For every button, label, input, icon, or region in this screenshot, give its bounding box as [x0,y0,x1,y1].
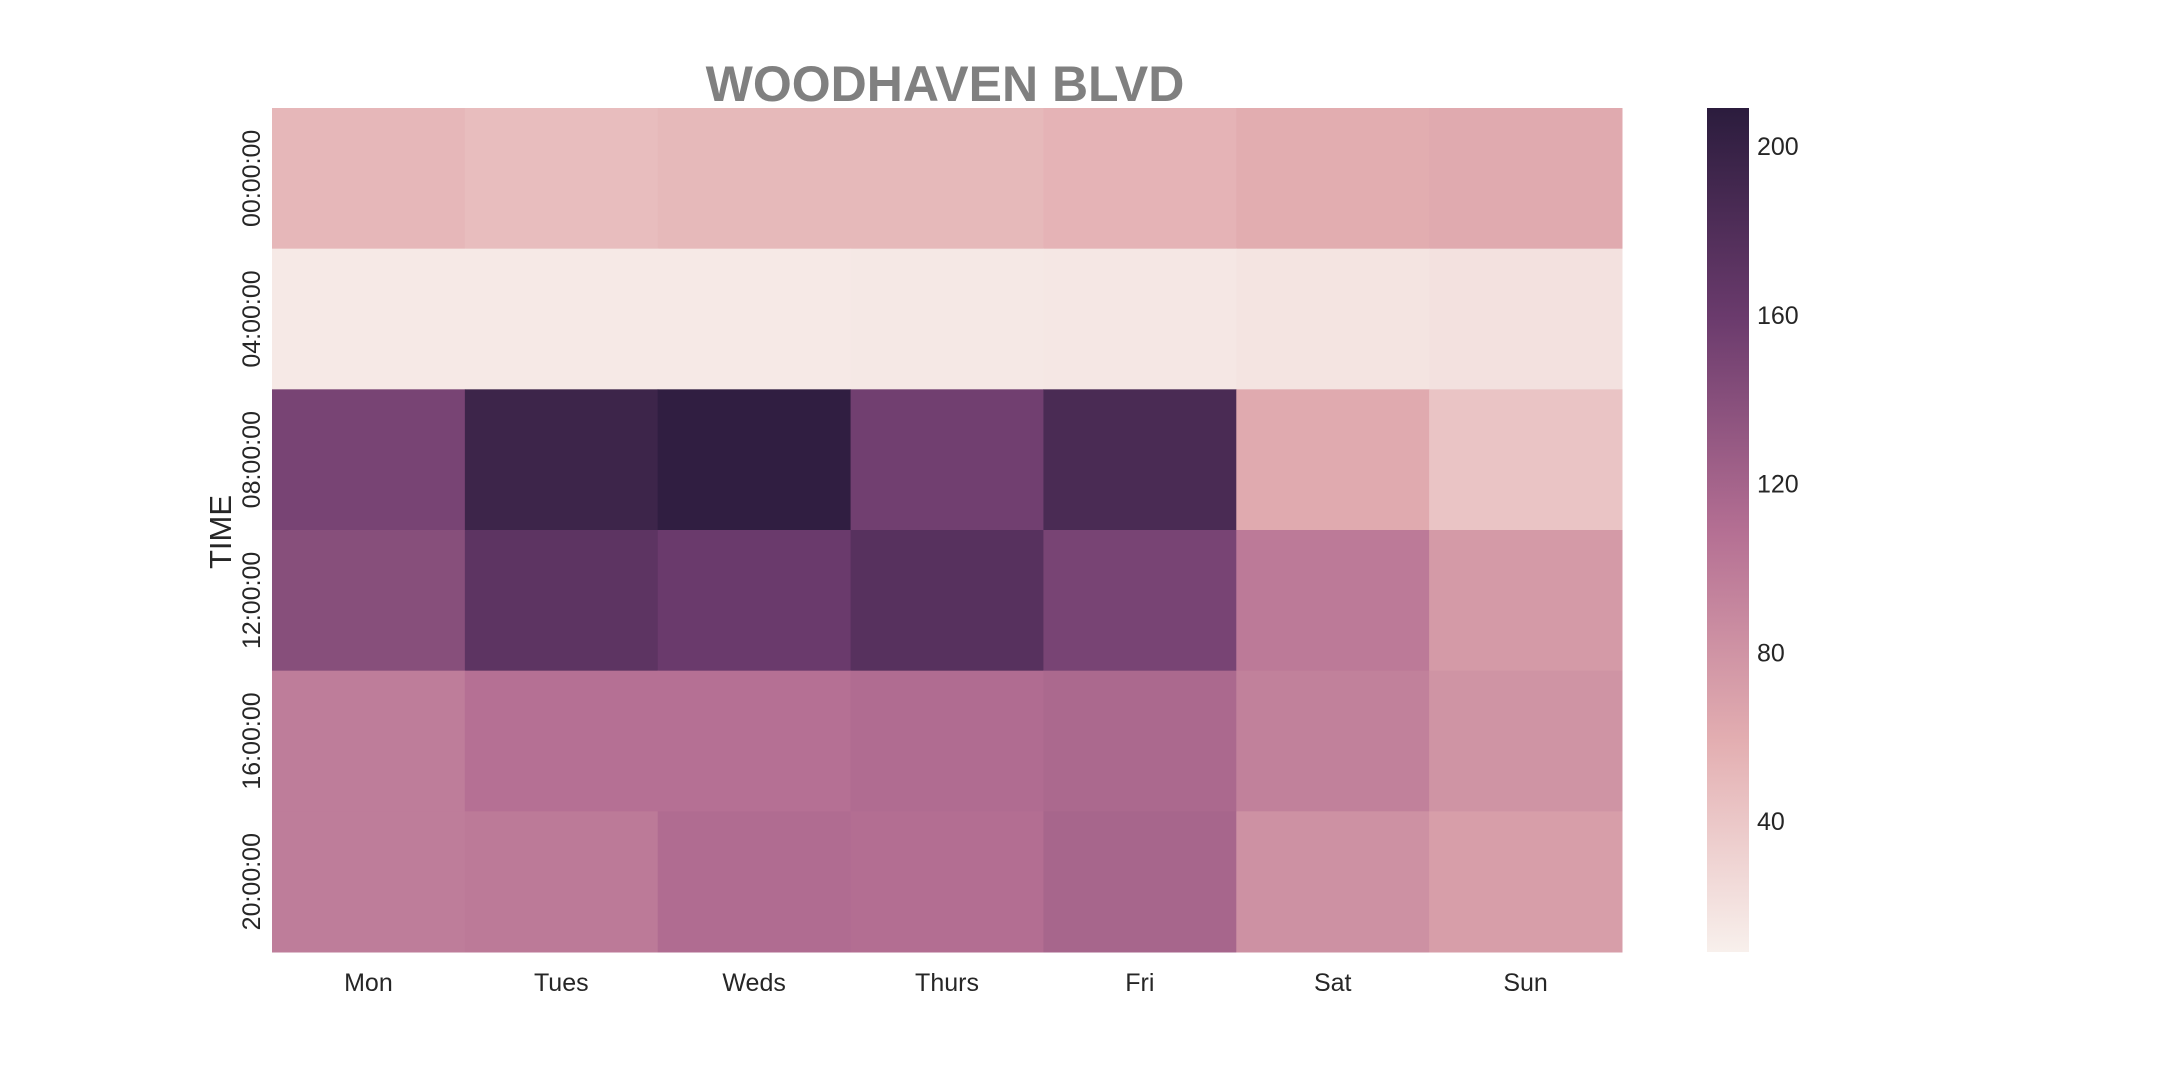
heatmap-cell-160000-thurs [850,670,1044,812]
x-tick-labels: Mon Tues Weds Thurs Fri Sat Sun [344,969,1548,997]
heatmap-cell-040000-tues [464,248,659,390]
heatmap-cell-080000-thurs [850,389,1044,531]
heatmap-cell-120000-tues [464,530,659,672]
heatmap-cell-040000-sat [1236,248,1430,390]
heatmap-cell-080000-sun [1429,389,1623,531]
y-tick-120000: 12:00:00 [238,552,266,649]
colorbar-tick-40: 40 [1757,808,1785,836]
heatmap-cell-040000-sun [1429,248,1623,390]
colorbar-tick-120: 120 [1757,471,1799,499]
heatmap-cell-000000-thurs [850,108,1044,250]
x-tick-mon: Mon [344,969,393,997]
y-tick-080000: 08:00:00 [238,411,266,508]
heatmap-cell-080000-fri [1043,389,1237,531]
heatmap-cell-000000-sat [1236,108,1430,250]
y-tick-000000: 00:00:00 [238,130,266,227]
heatmap-cell-040000-weds [657,248,852,390]
heatmap-cell-200000-sat [1236,811,1430,953]
heatmap-cell-160000-mon [272,670,466,812]
heatmap-cell-080000-mon [272,389,466,531]
heatmap-cell-200000-mon [272,811,466,953]
heatmap-cell-200000-thurs [850,811,1044,953]
x-tick-weds: Weds [722,969,785,997]
heatmap-cell-200000-fri [1043,811,1237,953]
heatmap-cell-160000-sun [1429,670,1623,812]
heatmap-cell-000000-sun [1429,108,1623,250]
heatmap-cell-160000-fri [1043,670,1237,812]
x-tick-tues: Tues [534,969,589,997]
colorbar-gradient [1707,108,1749,952]
heatmap-cell-120000-fri [1043,530,1237,672]
heatmap-cell-080000-weds [657,389,852,531]
heatmap-cell-040000-thurs [850,248,1044,390]
y-tick-040000: 04:00:00 [238,270,266,367]
x-tick-sun: Sun [1503,969,1547,997]
colorbar-tick-200: 200 [1757,133,1799,161]
heatmap-cell-120000-sat [1236,530,1430,672]
y-tick-labels: 00:00:00 04:00:00 08:00:00 12:00:00 16:00:00… [238,130,266,931]
heatmap-cell-200000-sun [1429,811,1623,953]
y-tick-200000: 20:00:00 [238,833,266,930]
heatmap-cells [272,108,1623,953]
heatmap-cell-000000-mon [272,108,466,250]
heatmap-cell-200000-tues [464,811,659,953]
heatmap-cell-080000-tues [464,389,659,531]
x-tick-thurs: Thurs [915,969,979,997]
heatmap-cell-120000-mon [272,530,466,672]
colorbar: 40 80 120 160 200 [1707,108,1799,952]
heatmap-cell-000000-fri [1043,108,1237,250]
heatmap-cell-000000-tues [464,108,659,250]
heatmap-cell-160000-tues [464,670,659,812]
heatmap-cell-040000-fri [1043,248,1237,390]
colorbar-tick-160: 160 [1757,302,1799,330]
y-tick-160000: 16:00:00 [238,692,266,789]
chart-title: WOODHAVEN BLVD [706,56,1185,112]
colorbar-tick-80: 80 [1757,639,1785,667]
x-tick-sat: Sat [1314,969,1352,997]
y-axis-label: TIME [203,495,238,569]
x-tick-fri: Fri [1125,969,1154,997]
heatmap-cell-120000-sun [1429,530,1623,672]
heatmap-cell-000000-weds [657,108,852,250]
heatmap-cell-160000-weds [657,670,852,812]
heatmap-cell-120000-weds [657,530,852,672]
heatmap-cell-040000-mon [272,248,466,390]
heatmap-cell-120000-thurs [850,530,1044,672]
heatmap-cell-160000-sat [1236,670,1430,812]
heatmap-cell-200000-weds [657,811,852,953]
heatmap-cell-080000-sat [1236,389,1430,531]
